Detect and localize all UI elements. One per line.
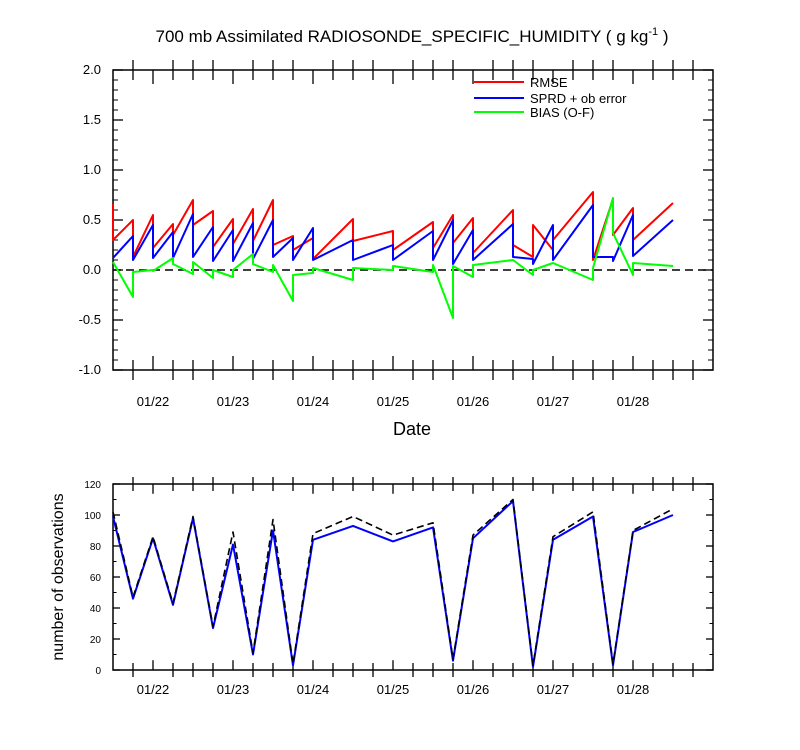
- top-ytick-label: -1.0: [79, 362, 101, 377]
- bottom-series-line-possible: [112, 498, 674, 667]
- legend: RMSE SPRD + ob error BIAS (O-F): [474, 75, 627, 120]
- top-xtick-label: 01/26: [457, 394, 490, 409]
- top-series-line-bias-o-f-: [112, 197, 674, 319]
- bottom-xtick-label: 01/24: [297, 682, 330, 697]
- bottom-xtick-label: 01/25: [377, 682, 410, 697]
- legend-label-bias: BIAS (O-F): [530, 105, 594, 120]
- chart-title-end: ): [658, 27, 668, 46]
- bottom-ytick-label: 80: [90, 542, 102, 553]
- bottom-xtick-label: 01/22: [137, 682, 170, 697]
- top-xtick-label: 01/24: [297, 394, 330, 409]
- chart-title-superscript: -1: [648, 26, 658, 38]
- top-series-line-sprd-ob-error: [112, 204, 674, 265]
- top-ytick-label: 1.0: [83, 162, 101, 177]
- chart-title: 700 mb Assimilated RADIOSONDE_SPECIFIC_H…: [156, 26, 669, 46]
- bottom-xtick-label: 01/27: [537, 682, 570, 697]
- bottom-ytick-label: 120: [84, 480, 101, 491]
- bottom-ytick-label: 60: [90, 573, 102, 584]
- bottom-ytick-label: 100: [84, 511, 101, 522]
- top-ytick-label: -0.5: [79, 312, 101, 327]
- top-xtick-label: 01/28: [617, 394, 650, 409]
- top-xtick-label: 01/22: [137, 394, 170, 409]
- bottom-y-axis-title: number of observations: [50, 493, 67, 660]
- bottom-ytick-label: 40: [90, 604, 102, 615]
- top-ytick-label: 2.0: [83, 62, 101, 77]
- top-xtick-label: 01/23: [217, 394, 250, 409]
- bottom-xtick-label: 01/28: [617, 682, 650, 697]
- top-ytick-label: 1.5: [83, 112, 101, 127]
- bottom-series-line-assimilated: [112, 500, 674, 668]
- top-xtick-label: 01/25: [377, 394, 410, 409]
- bottom-ytick-label: 0: [95, 666, 101, 677]
- legend-label-sprd: SPRD + ob error: [530, 91, 627, 106]
- top-ytick-label: 0.0: [83, 262, 101, 277]
- top-ytick-label: 0.5: [83, 212, 101, 227]
- bottom-ytick-label: 20: [90, 635, 102, 646]
- bottom-xtick-label: 01/26: [457, 682, 490, 697]
- top-xtick-label: 01/27: [537, 394, 570, 409]
- bottom-xtick-label: 01/23: [217, 682, 250, 697]
- legend-label-rmse: RMSE: [530, 75, 568, 90]
- x-axis-title: Date: [393, 419, 431, 439]
